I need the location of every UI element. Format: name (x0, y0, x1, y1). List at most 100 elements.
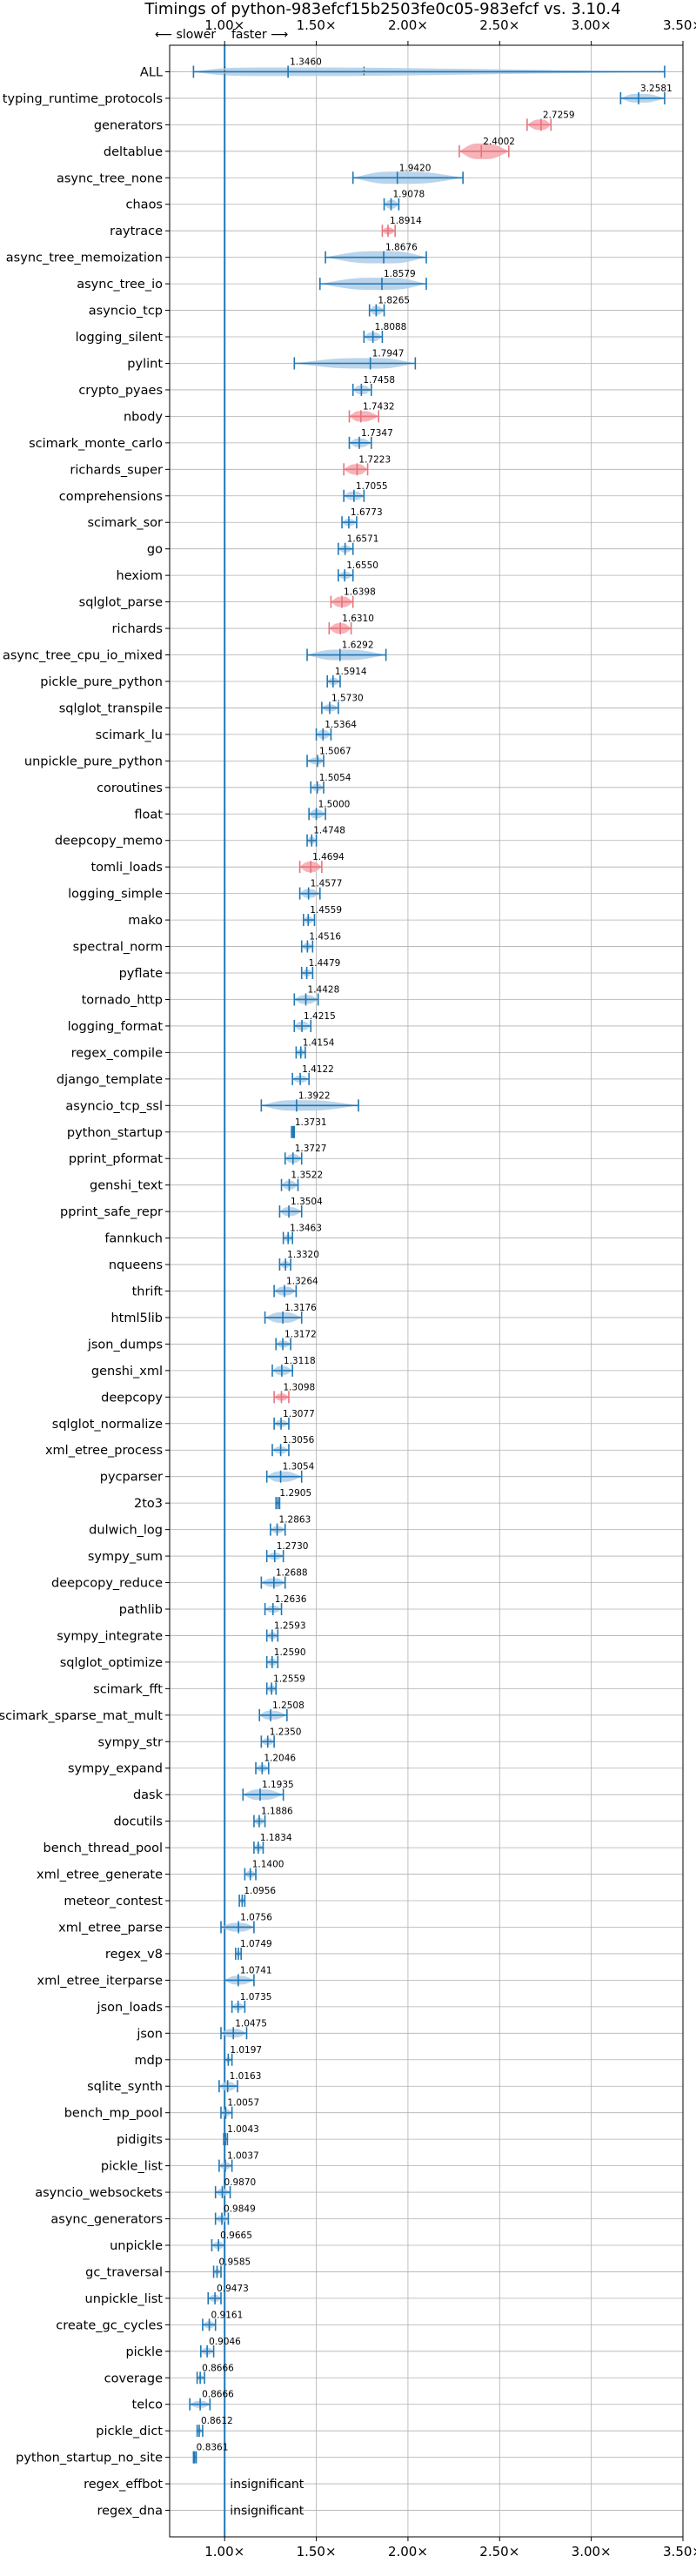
benchmark-label: deepcopy_memo (55, 835, 163, 849)
benchmark-label: json (136, 2027, 163, 2041)
axes: ALL typing_runtime_protocols generators del… (0, 17, 696, 2559)
benchmark-label: deltablue (104, 145, 163, 159)
x-tick-label-bottom: 3.50× (663, 2544, 696, 2559)
value-label: 1.2688 (276, 1568, 308, 1579)
benchmark-label: async_generators (50, 2213, 163, 2227)
benchmark-label: genshi_text (90, 1179, 163, 1193)
x-tick-label-bottom: 1.00× (204, 2544, 244, 2559)
value-label: 1.4122 (302, 1064, 334, 1075)
benchmark-label: create_gc_cycles (56, 2318, 163, 2332)
value-label: 1.2863 (279, 1515, 311, 1526)
benchmark-label: scimark_monte_carlo (29, 437, 163, 451)
value-label: 0.9870 (224, 2177, 256, 2188)
value-label: 1.2350 (270, 1727, 302, 1737)
benchmark-label: sqlglot_normalize (52, 1418, 163, 1432)
value-label: 1.5364 (325, 720, 357, 730)
chart-title: Timings of python-983efcf15b2503fe0c05-9… (144, 0, 620, 18)
value-label: 1.5000 (318, 799, 351, 809)
value-label: 0.8666 (202, 2363, 234, 2373)
x-tick-label-bottom: 1.50× (297, 2544, 337, 2559)
value-label: 1.0741 (240, 1965, 272, 1976)
value-label: 2.7259 (543, 110, 575, 120)
benchmark-label: tornado_http (82, 993, 163, 1007)
benchmark-label: generators (94, 118, 163, 132)
x-tick-label-top: 2.00× (388, 17, 428, 33)
value-label: 1.3731 (295, 1117, 327, 1128)
benchmark-label: pathlib (119, 1603, 163, 1617)
benchmark-label: scimark_fft (93, 1682, 163, 1696)
value-label: 1.1886 (261, 1807, 293, 1817)
benchmark-label: python_startup (67, 1126, 163, 1140)
value-label: 1.7347 (361, 428, 393, 439)
benchmark-label: sqlglot_parse (79, 596, 163, 610)
benchmark-label: sympy_integrate (57, 1629, 163, 1643)
benchmark-label: hexiom (117, 569, 163, 583)
value-label: 3.2581 (640, 84, 673, 94)
benchmark-label: spectral_norm (73, 941, 163, 955)
value-label: 1.4154 (303, 1037, 335, 1048)
benchmark-label: meteor_contest (64, 1895, 163, 1909)
benchmark-label: ALL (140, 65, 163, 79)
benchmark-label: django_template (57, 1073, 163, 1087)
value-label: 1.7223 (358, 454, 391, 465)
benchmark-label: docutils (113, 1815, 163, 1829)
value-label: 1.0057 (227, 2098, 259, 2109)
benchmark-label: typing_runtime_protocols (3, 92, 163, 106)
benchmark-label: bench_mp_pool (64, 2107, 163, 2121)
benchmark-label: regex_v8 (105, 1948, 163, 1962)
benchmark-label: pycparser (100, 1471, 163, 1485)
value-label: 0.9473 (217, 2284, 249, 2294)
faster-annotation: faster ⟶ (231, 28, 288, 42)
value-label: 0.8666 (202, 2390, 234, 2400)
benchmark-label: nbody (124, 410, 163, 424)
benchmark-label: mdp (134, 2054, 163, 2068)
value-label: 1.5054 (319, 773, 351, 783)
value-label: 1.6292 (342, 641, 374, 651)
benchmark-label: 2to3 (134, 1497, 163, 1511)
value-label: 2.4002 (483, 137, 515, 147)
value-label: 1.3172 (284, 1329, 317, 1339)
value-label: 1.4748 (313, 826, 345, 836)
value-label: 1.2590 (274, 1647, 306, 1658)
value-label: 1.3522 (291, 1171, 323, 1181)
x-tick-label-bottom: 2.00× (388, 2544, 428, 2559)
benchmark-label: html5lib (110, 1311, 163, 1325)
value-label: 1.6773 (351, 507, 383, 518)
value-label: 1.3054 (283, 1462, 315, 1472)
benchmark-label: telco (132, 2398, 164, 2412)
benchmark-label: dask (133, 1788, 164, 1802)
x-tick-label-top: 1.50× (297, 17, 337, 33)
benchmark-label: go (147, 543, 163, 557)
value-label: 1.7458 (363, 375, 395, 386)
value-label: 1.4215 (304, 1011, 336, 1022)
benchmark-label: pickle_pure_python (40, 675, 163, 689)
value-label: 1.2046 (264, 1754, 296, 1764)
value-label: 1.2559 (273, 1674, 305, 1684)
value-label: 1.0956 (244, 1886, 276, 1896)
value-label: 1.5067 (319, 746, 351, 756)
value-label: 1.4694 (312, 852, 345, 862)
value-label: 1.0756 (240, 1912, 272, 1922)
benchmark-label: unpickle (110, 2239, 163, 2253)
value-label: 1.3077 (283, 1409, 315, 1419)
value-label: 1.6398 (344, 587, 376, 598)
value-label: 1.3320 (287, 1250, 319, 1260)
benchmark-label: richards_super (70, 463, 163, 477)
benchmark-label: asyncio_websockets (35, 2186, 163, 2200)
value-label: 0.9849 (224, 2204, 256, 2215)
value-label: 1.0163 (230, 2071, 262, 2082)
value-label: 0.9585 (218, 2257, 251, 2267)
value-label: 1.3098 (283, 1382, 315, 1392)
benchmark-label: python_startup_no_site (16, 2452, 163, 2465)
value-label: 1.8676 (385, 243, 418, 253)
benchmark-label: scimark_sor (87, 516, 163, 530)
benchmark-label: scimark_sparse_mat_mult (0, 1709, 163, 1723)
value-label: 1.8579 (384, 269, 416, 279)
value-label: 1.4577 (311, 879, 343, 889)
benchmark-label: thrift (132, 1285, 164, 1299)
value-label: 1.1400 (252, 1860, 284, 1870)
benchmark-label: nqueens (109, 1258, 163, 1272)
value-label: 1.0043 (227, 2124, 259, 2135)
benchmark-label: async_tree_none (57, 171, 163, 185)
